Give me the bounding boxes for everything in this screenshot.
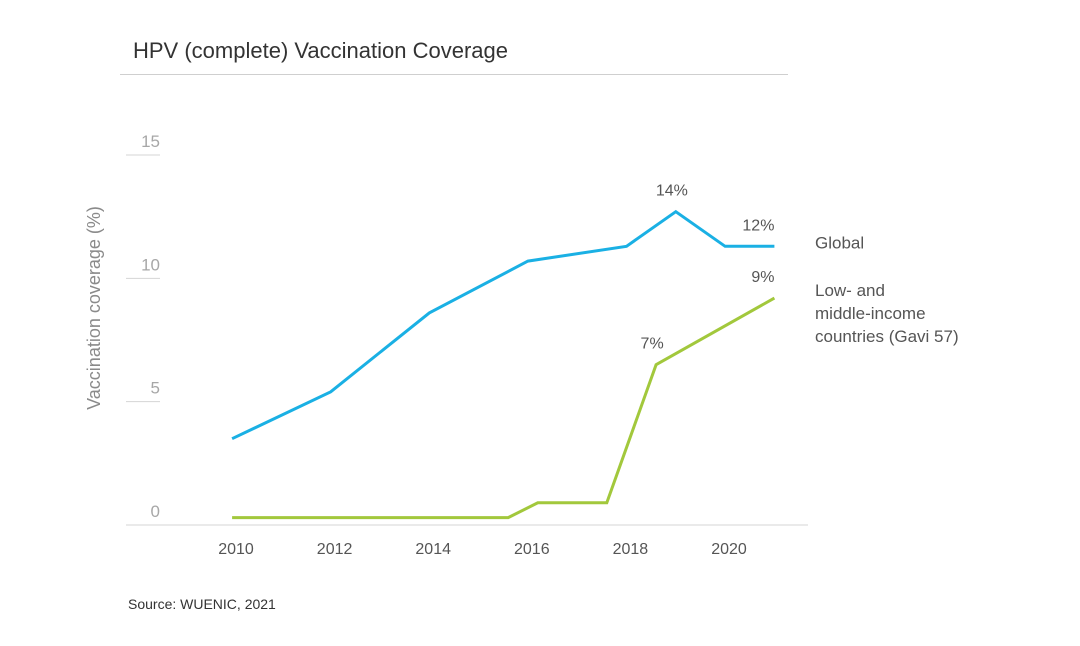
series-line-lmic [232,296,776,520]
x-tick-label: 2012 [317,541,353,558]
y-tick-label: 0 [151,502,160,521]
series-line-global [231,209,775,441]
x-tick-label: 2016 [514,541,550,558]
y-tick-label: 5 [151,379,160,398]
y-tick-label: 15 [141,132,160,151]
y-axis-title: Vaccination coverage (%) [84,206,104,410]
data-label: 7% [641,336,664,353]
x-tick-label: 2010 [218,541,254,558]
x-tick-label: 2018 [613,541,649,558]
data-label: 14% [656,183,688,200]
series-label-global: Global [815,233,864,252]
chart-title: HPV (complete) Vaccination Coverage [133,38,508,63]
series-label-lmic: Low- and middle-income countries (Gavi 57) [815,281,959,346]
source-note: Source: WUENIC, 2021 [128,596,276,612]
data-label: 9% [751,269,774,286]
x-tick-label: 2020 [711,541,747,558]
title-divider [120,74,788,75]
data-label: 12% [742,217,774,234]
x-tick-label: 2014 [415,541,451,558]
y-tick-label: 10 [141,255,160,274]
